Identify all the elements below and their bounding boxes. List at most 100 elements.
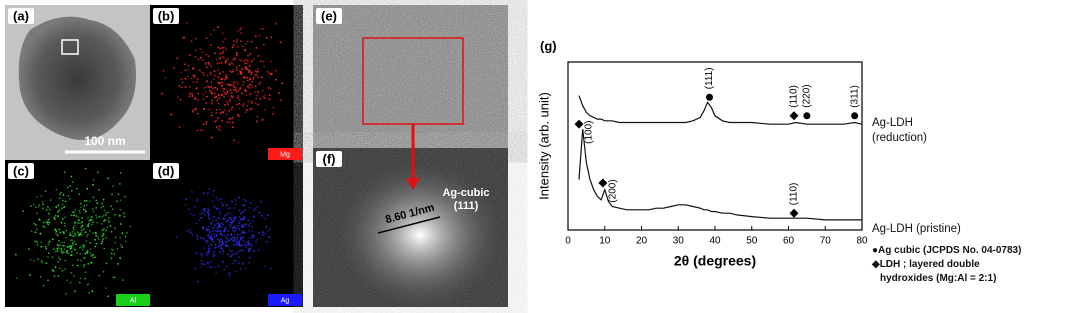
eds-dot — [228, 117, 231, 120]
eds-dot — [201, 254, 204, 257]
eds-dot — [245, 246, 248, 249]
eds-dot — [78, 209, 81, 212]
eds-dot — [246, 79, 249, 82]
eds-dot — [237, 141, 240, 144]
eds-dot — [195, 107, 198, 110]
eds-dot — [263, 233, 266, 235]
eds-dot — [60, 247, 63, 250]
eds-dot — [69, 198, 71, 200]
eds-dot — [113, 253, 116, 255]
eds-dot — [227, 230, 230, 232]
eds-dot — [47, 219, 49, 222]
eds-dot — [217, 102, 220, 105]
eds-dot — [111, 208, 114, 211]
eds-dot — [203, 237, 206, 240]
eds-dot — [222, 243, 225, 246]
eds-dot — [74, 208, 77, 211]
eds-dot — [64, 259, 67, 262]
eds-dot — [70, 247, 73, 250]
eds-dot — [89, 248, 92, 251]
eds-dot — [191, 233, 194, 236]
eds-dot — [202, 226, 205, 228]
eds-dot — [77, 259, 79, 261]
eds-dot — [94, 245, 97, 248]
eds-dot — [105, 236, 107, 239]
eds-dot — [212, 253, 215, 255]
eds-dot — [82, 246, 85, 249]
eds-dot — [101, 240, 104, 243]
eds-dot — [58, 197, 61, 200]
eds-dot — [196, 112, 199, 115]
eds-dot — [254, 35, 257, 38]
eds-dot — [213, 233, 216, 235]
eds-dot — [205, 86, 208, 88]
eds-dot — [256, 68, 259, 70]
eds-dot — [61, 217, 64, 220]
eds-dot — [191, 190, 193, 193]
eds-dot — [267, 87, 270, 89]
eds-dot — [203, 213, 206, 216]
map-bg — [150, 5, 303, 160]
eds-dot — [237, 30, 240, 33]
legend-line: ●Ag cubic (JCPDS No. 04-0783) — [872, 245, 1022, 256]
eds-dot — [82, 228, 85, 230]
eds-dot — [211, 216, 214, 218]
eds-dot — [60, 241, 63, 244]
eds-dot — [212, 241, 215, 243]
eds-dot — [72, 229, 75, 231]
eds-dot — [231, 200, 233, 203]
eds-dot — [226, 90, 229, 92]
eds-dot — [14, 253, 17, 256]
eds-dot — [53, 275, 56, 277]
eds-dot — [196, 80, 198, 83]
eds-dot — [249, 65, 251, 67]
eds-dot — [41, 207, 44, 210]
eds-dot — [248, 84, 251, 87]
eds-dot — [202, 58, 204, 61]
eds-dot — [234, 199, 237, 202]
eds-dot — [216, 58, 218, 61]
eds-dot — [102, 232, 105, 235]
peak-label: (111) — [704, 67, 715, 89]
label-box — [153, 8, 179, 24]
eds-dot — [255, 119, 258, 122]
eds-dot — [217, 117, 219, 119]
eds-dot — [206, 251, 208, 254]
eds-dot — [209, 89, 211, 92]
eds-dot — [35, 206, 37, 208]
eds-dot — [216, 76, 219, 79]
peak-marker — [803, 112, 811, 120]
eds-dot — [187, 69, 190, 71]
eds-dot — [230, 219, 233, 221]
eds-dot — [36, 212, 38, 215]
eds-dot — [79, 222, 81, 225]
eds-dot — [231, 227, 234, 229]
eds-dot — [210, 44, 212, 46]
eds-dot — [57, 261, 60, 263]
panel-label: (f) — [323, 151, 336, 166]
eds-dot — [244, 90, 247, 93]
eds-dot — [225, 93, 228, 95]
eds-dot — [69, 248, 72, 251]
eds-dot — [212, 189, 215, 192]
eds-dot — [246, 109, 248, 111]
eds-dot — [34, 240, 37, 243]
eds-dot — [44, 245, 47, 248]
eds-dot — [195, 222, 198, 225]
eds-dot — [204, 91, 207, 93]
eds-dot — [66, 186, 69, 189]
eds-dot — [240, 32, 243, 35]
eds-dot — [255, 74, 258, 76]
eds-dot — [280, 41, 282, 44]
eds-dot — [251, 59, 254, 62]
label-box — [8, 163, 34, 179]
eds-dot — [238, 256, 241, 258]
eds-dot — [95, 207, 98, 209]
eds-dot — [259, 81, 262, 84]
eds-dot — [249, 202, 252, 205]
eds-dot — [207, 61, 210, 64]
eds-dot — [244, 225, 246, 228]
eds-dot — [214, 266, 217, 268]
fft-center — [335, 160, 505, 310]
eds-dot — [253, 209, 256, 212]
